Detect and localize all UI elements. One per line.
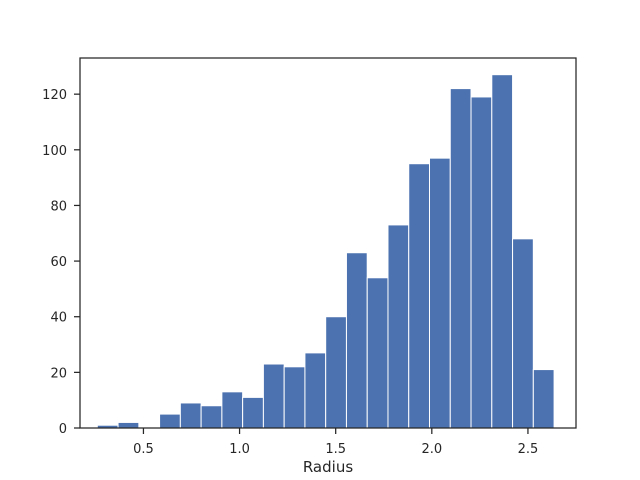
plot-frame — [79, 57, 577, 429]
histogram-bar — [429, 157, 451, 429]
histogram-bar — [491, 74, 514, 429]
x-tick-label: 2.5 — [518, 442, 539, 457]
histogram-bar — [512, 238, 534, 429]
histogram-bar — [470, 96, 493, 429]
x-tick-label: 0.5 — [133, 442, 154, 457]
histogram-bar — [242, 396, 264, 429]
histogram-bar — [159, 413, 181, 429]
histogram-bar — [366, 277, 389, 429]
histogram-bar — [325, 316, 347, 429]
y-tick-label: 20 — [50, 366, 67, 381]
histogram-bar — [262, 363, 285, 429]
y-tick-label: 100 — [42, 144, 67, 159]
y-tick-label: 120 — [42, 88, 67, 103]
histogram-bar — [387, 224, 410, 429]
x-tick-label: 2.0 — [421, 442, 442, 457]
histogram-bar — [200, 405, 223, 429]
histogram-bar — [532, 369, 555, 429]
x-tick-label: 1.5 — [325, 442, 346, 457]
y-tick-label: 80 — [50, 199, 67, 214]
x-axis-ticks: 0.5 1.0 1.5 2.0 2.5 — [133, 428, 538, 457]
histogram-bar — [221, 391, 244, 429]
histogram-bar — [179, 402, 202, 429]
histogram-bar — [117, 421, 140, 429]
histogram-bar — [283, 366, 306, 429]
y-axis-ticks: 0 20 40 60 80 100 120 — [42, 88, 80, 437]
histogram-bar — [345, 252, 368, 429]
y-tick-label: 60 — [50, 255, 67, 270]
histogram-bar — [408, 163, 431, 429]
histogram-bar — [304, 352, 327, 429]
x-tick-label: 1.0 — [229, 442, 250, 457]
histogram-bars — [96, 74, 555, 429]
histogram-bar — [449, 88, 472, 429]
y-tick-label: 0 — [59, 422, 67, 437]
x-axis-label: Radius — [303, 458, 353, 476]
y-tick-label: 40 — [50, 311, 67, 326]
